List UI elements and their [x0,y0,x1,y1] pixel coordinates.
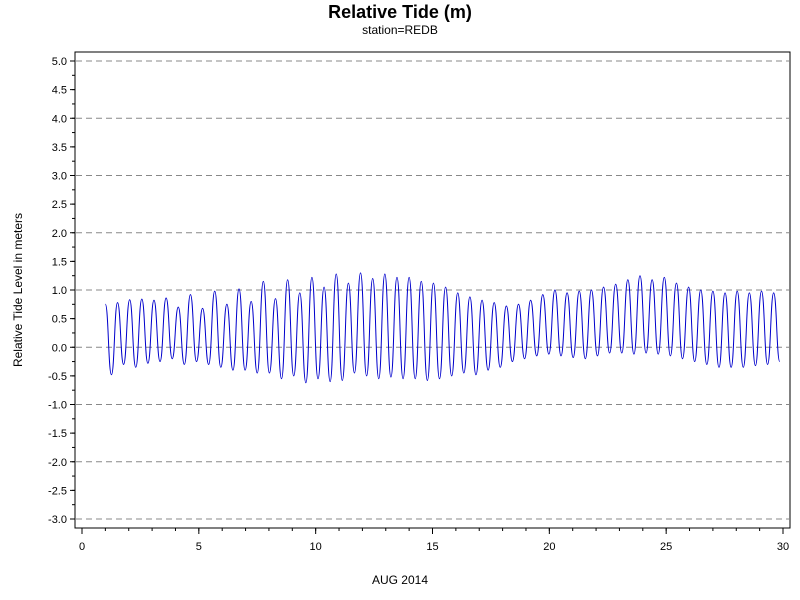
chart-title: Relative Tide (m) [328,2,472,22]
y-tick-label: -1.5 [48,428,67,440]
x-tick-label: 5 [196,541,202,553]
y-tick-label: 0.0 [52,342,67,354]
y-tick-label: 5.0 [52,56,67,68]
y-tick-label: 1.5 [52,256,67,268]
x-tick-label: 20 [543,541,555,553]
y-tick-label: 1.0 [52,285,67,297]
y-tick-label: -2.5 [48,485,67,497]
x-tick-label: 0 [79,541,85,553]
y-tick-label: 3.0 [52,171,67,183]
y-tick-label: -3.0 [48,514,67,526]
y-tick-label: 4.5 [52,85,67,97]
y-tick-label: 2.0 [52,228,67,240]
y-tick-label: -0.5 [48,371,67,383]
chart-subtitle: station=REDB [362,23,438,37]
y-tick-label: 0.5 [52,314,67,326]
y-tick-label: 4.0 [52,113,67,125]
y-tick-label: -1.0 [48,400,67,412]
x-tick-label: 25 [660,541,672,553]
x-axis-label: AUG 2014 [371,573,429,587]
x-tick-label: 30 [777,541,789,553]
tide-series-line [104,272,781,384]
x-tick-label: 10 [310,541,322,553]
y-tick-label: 2.5 [52,199,67,211]
y-tick-label: -2.0 [48,457,67,469]
x-tick-label: 15 [426,541,438,553]
y-tick-label: 3.5 [52,142,67,154]
